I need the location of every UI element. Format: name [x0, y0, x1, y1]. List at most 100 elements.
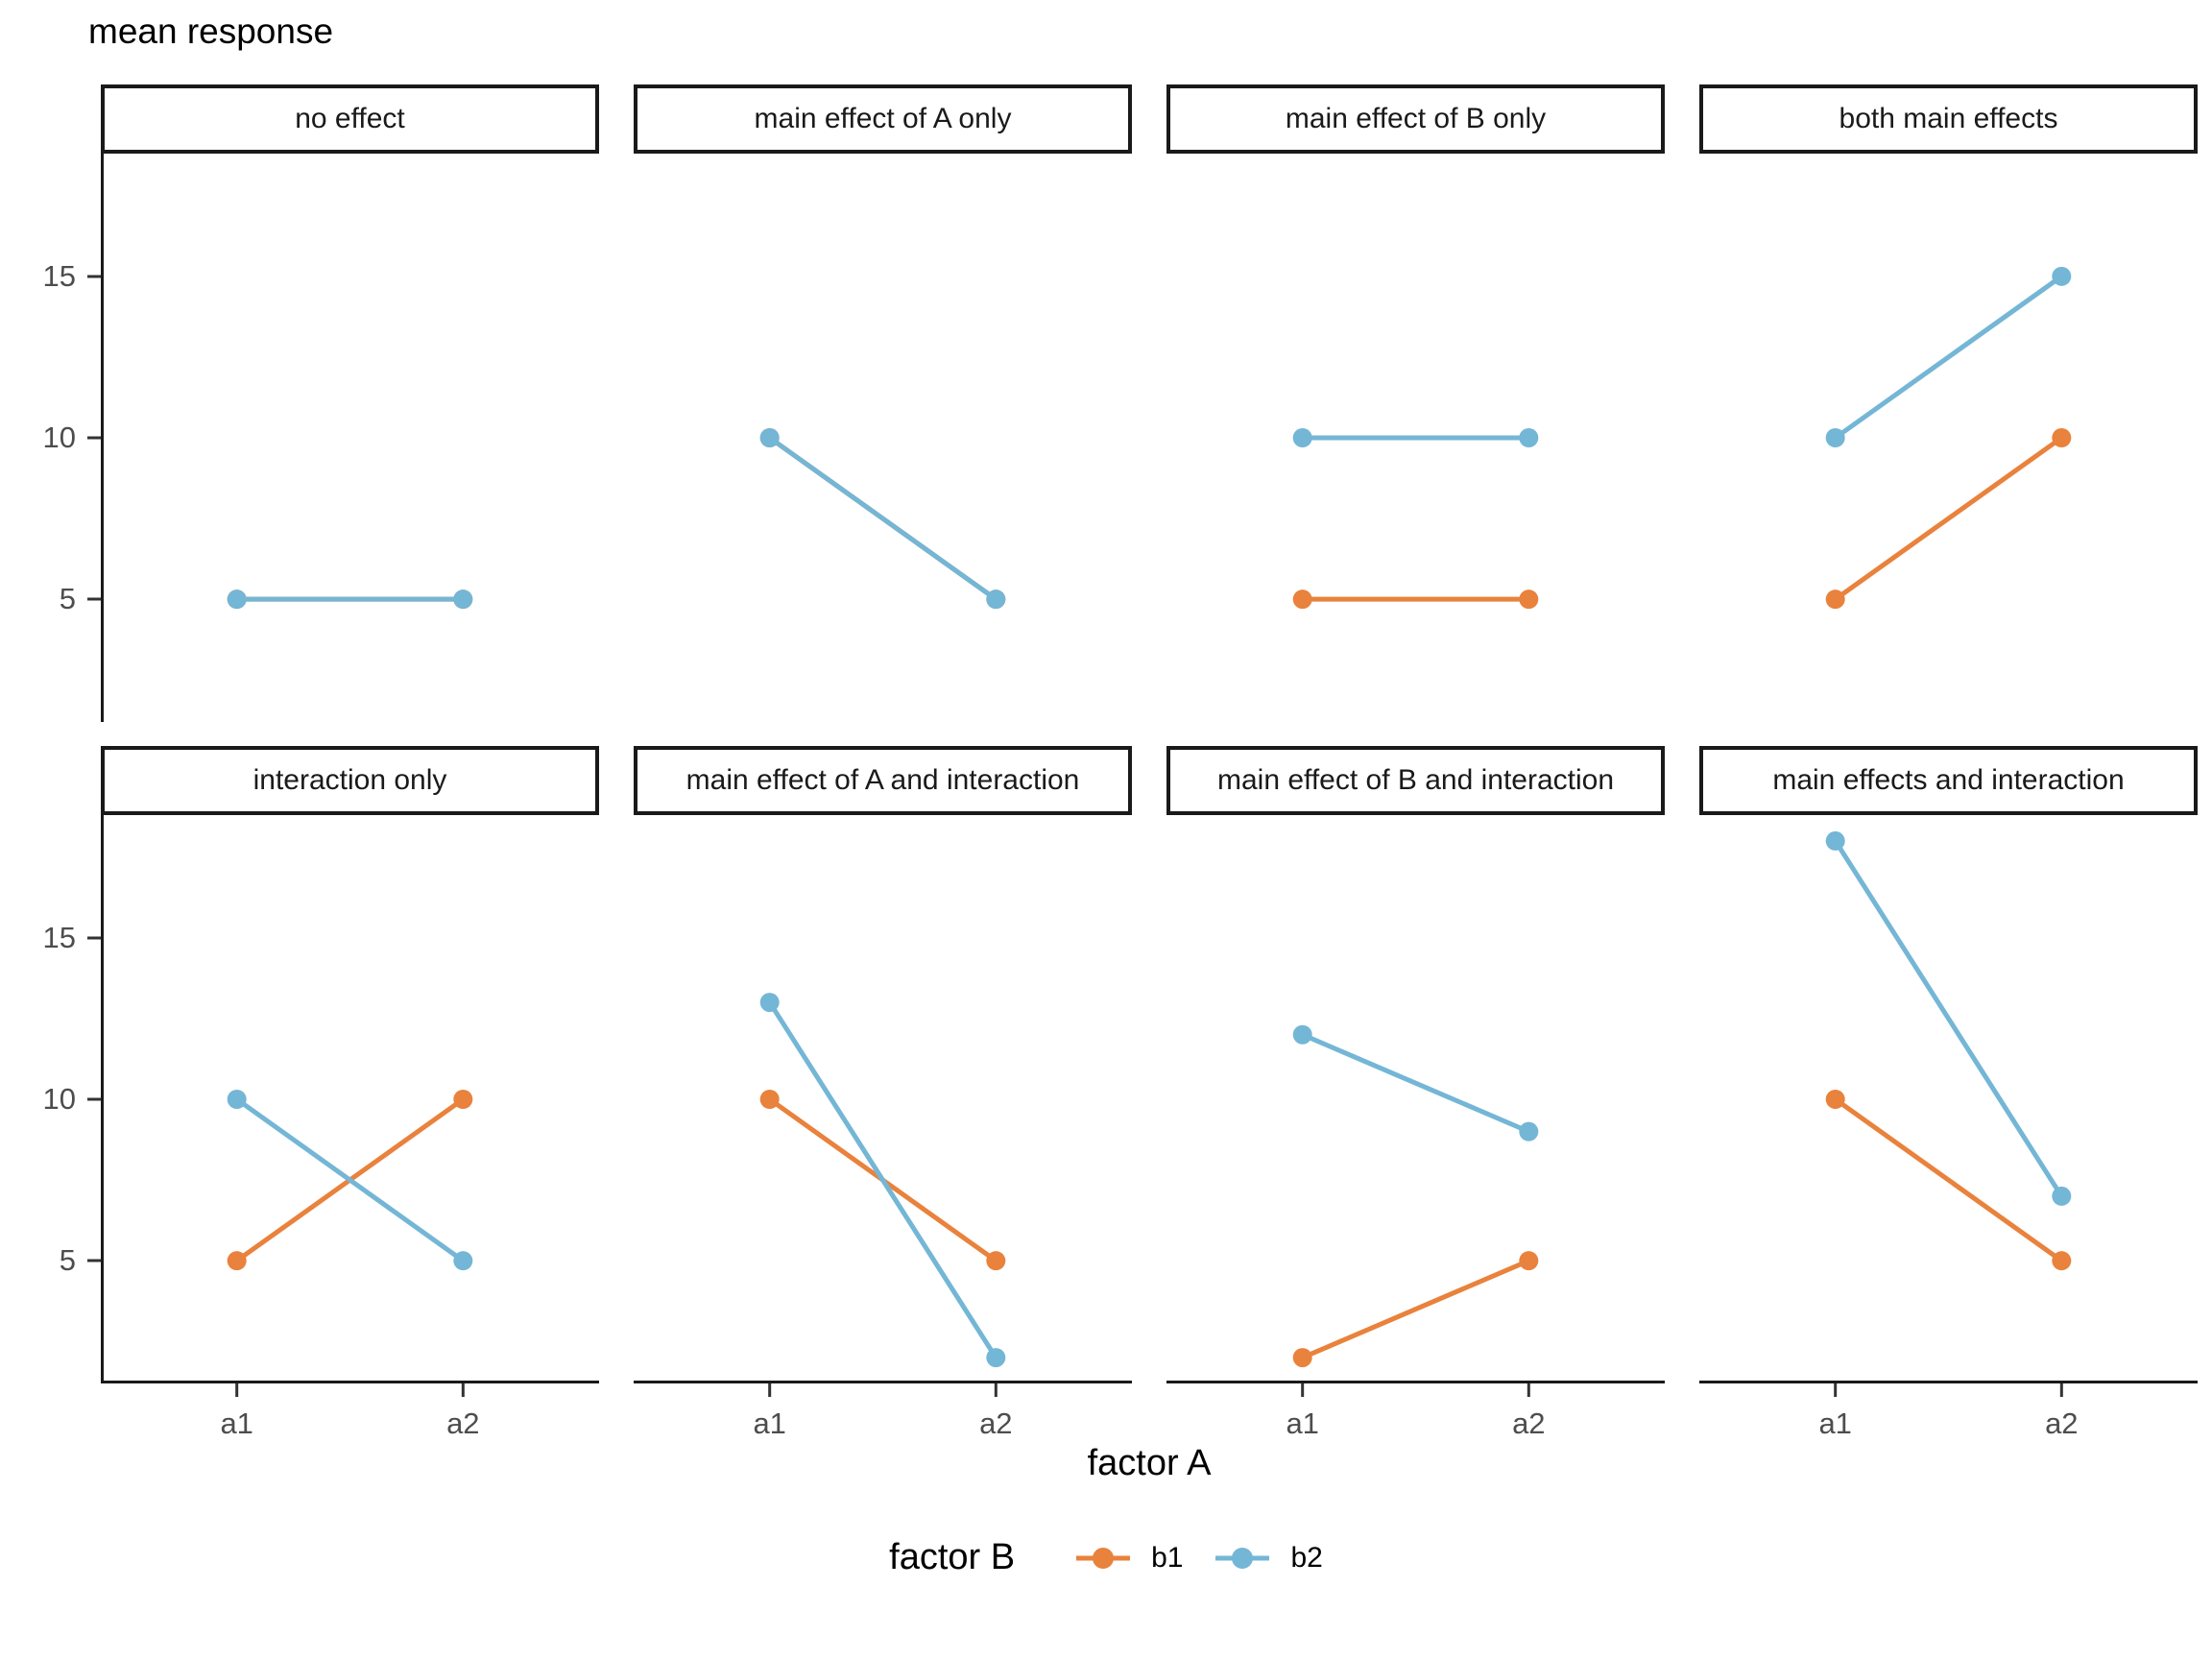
data-point-b2 [1519, 428, 1539, 447]
x-tick-label: a2 [2045, 1407, 2078, 1440]
legend-key-icon [1076, 1547, 1131, 1569]
series-line-b1 [1834, 435, 2063, 602]
legend-key-icon [1215, 1547, 1270, 1569]
facet-row: 5 10 15 interaction only a1 a2 main effect of … [0, 746, 2212, 1440]
facet-strip: no effect [101, 84, 599, 154]
x-tick-label: a1 [1818, 1407, 1851, 1440]
facet-panel [1166, 154, 1665, 722]
facet-title: main effect of A only [754, 103, 1012, 134]
data-point-b1 [1292, 589, 1312, 610]
data-point-b1 [227, 1251, 247, 1271]
facet-plot [1292, 428, 1539, 610]
facet-title: interaction only [252, 764, 447, 796]
facet: main effect of A and interaction a1 a2 [634, 746, 1132, 1440]
series-line-b2 [235, 1096, 465, 1263]
data-point-b2 [986, 589, 1006, 610]
legend-item-b1: b1 [1076, 1542, 1183, 1575]
data-point-b2 [227, 1090, 247, 1109]
data-point-b2 [227, 589, 247, 610]
data-point-b2 [1292, 428, 1312, 447]
facet-plot: a1 a2 [101, 815, 599, 1440]
facet-panel [1699, 154, 2198, 722]
y-tick-label: 15 [42, 920, 76, 954]
y-tick-label: 15 [42, 258, 76, 293]
x-tick-label: a2 [446, 1407, 479, 1440]
x-tick-label: a2 [979, 1407, 1012, 1440]
facet-title: main effects and interaction [1772, 764, 2125, 796]
y-tick-mark [87, 936, 101, 940]
series-line-b2 [768, 435, 998, 602]
facet-panel: a1 a2 [634, 815, 1132, 1440]
facet-title: main effect of B and interaction [1216, 764, 1615, 796]
facet: main effect of B only [1166, 84, 1665, 722]
series-line-b2 [767, 1000, 998, 1359]
facet: no effect [101, 84, 599, 722]
data-point-b1 [1825, 589, 1845, 610]
facet-strip: both main effects [1699, 84, 2198, 154]
facet-plot [759, 428, 1006, 610]
facet-plot: a1 a2 [1699, 830, 2198, 1440]
legend: factor B b1 b2 [0, 1537, 2212, 1578]
legend-key-point [1093, 1547, 1115, 1569]
data-point-b1 [759, 1090, 780, 1109]
series-line-b2 [1833, 839, 2064, 1198]
data-point-b1 [2052, 428, 2072, 447]
facet-strip: main effect of B and interaction [1166, 746, 1665, 815]
series-line-b2 [1834, 274, 2063, 441]
facet-title: both main effects [1839, 103, 2058, 134]
facet-title: main effect of B only [1285, 103, 1547, 134]
y-axis: 5 10 15 [0, 84, 101, 722]
data-point-b2 [2052, 1186, 2072, 1206]
facet-row: 5 10 15 no effect main effect of A only main … [0, 84, 2212, 722]
data-point-b2 [1519, 1121, 1539, 1142]
x-tick-label: a1 [220, 1407, 252, 1440]
facet: interaction only a1 a2 [101, 746, 599, 1440]
facet-title: main effect of A and interaction [685, 764, 1080, 796]
y-tick-mark [87, 275, 101, 278]
data-point-b1 [1292, 1348, 1312, 1368]
legend-title: factor B [889, 1537, 1016, 1577]
data-point-b1 [1825, 1090, 1845, 1109]
x-axis-title: factor A [1087, 1443, 1212, 1483]
facet-strip: main effects and interaction [1699, 746, 2198, 815]
facet-plot: a1 a2 [634, 993, 1132, 1440]
data-point-b2 [759, 428, 780, 447]
legend-key-point [1232, 1547, 1254, 1569]
y-tick-mark [87, 1097, 101, 1101]
facet-panel: a1 a2 [1166, 815, 1665, 1440]
legend-item-label: b1 [1151, 1541, 1184, 1574]
x-tick-label: a1 [1286, 1407, 1318, 1440]
data-point-b1 [2052, 1251, 2072, 1271]
y-axis-title: mean response [88, 12, 334, 51]
data-point-b2 [2052, 266, 2072, 286]
x-tick-label: a2 [1512, 1407, 1545, 1440]
facet-title: no effect [295, 103, 405, 134]
data-point-b1 [453, 1090, 473, 1109]
y-tick-mark [87, 436, 101, 440]
facet-panel: a1 a2 [101, 815, 599, 1440]
facet: both main effects [1699, 84, 2198, 722]
series-line-b1 [1834, 1096, 2063, 1263]
series-line-b1 [1301, 1258, 1530, 1360]
data-point-b2 [453, 1251, 473, 1271]
facet: main effect of B and interaction a1 a2 [1166, 746, 1665, 1440]
facet: main effects and interaction a1 a2 [1699, 746, 2198, 1440]
data-point-b1 [1519, 589, 1539, 610]
x-tick-label: a1 [753, 1407, 785, 1440]
facet-panel: a1 a2 [1699, 815, 2198, 1440]
facet-grid: 5 10 15 no effect main effect of A only main … [0, 84, 2212, 1440]
facet-strip: main effect of B only [1166, 84, 1665, 154]
data-point-b1 [986, 1251, 1006, 1271]
data-point-b2 [759, 993, 780, 1013]
facet-strip: main effect of A only [634, 84, 1132, 154]
facet-plot: a1 a2 [1166, 1024, 1665, 1440]
y-axis: 5 10 15 [0, 746, 101, 1383]
facet: main effect of A only [634, 84, 1132, 722]
y-tick-label: 10 [42, 421, 76, 454]
facet-strip: interaction only [101, 746, 599, 815]
y-tick-mark [87, 597, 101, 601]
data-point-b2 [1292, 1024, 1312, 1045]
facet-plot [1825, 266, 2072, 610]
facet-panel [101, 154, 599, 722]
